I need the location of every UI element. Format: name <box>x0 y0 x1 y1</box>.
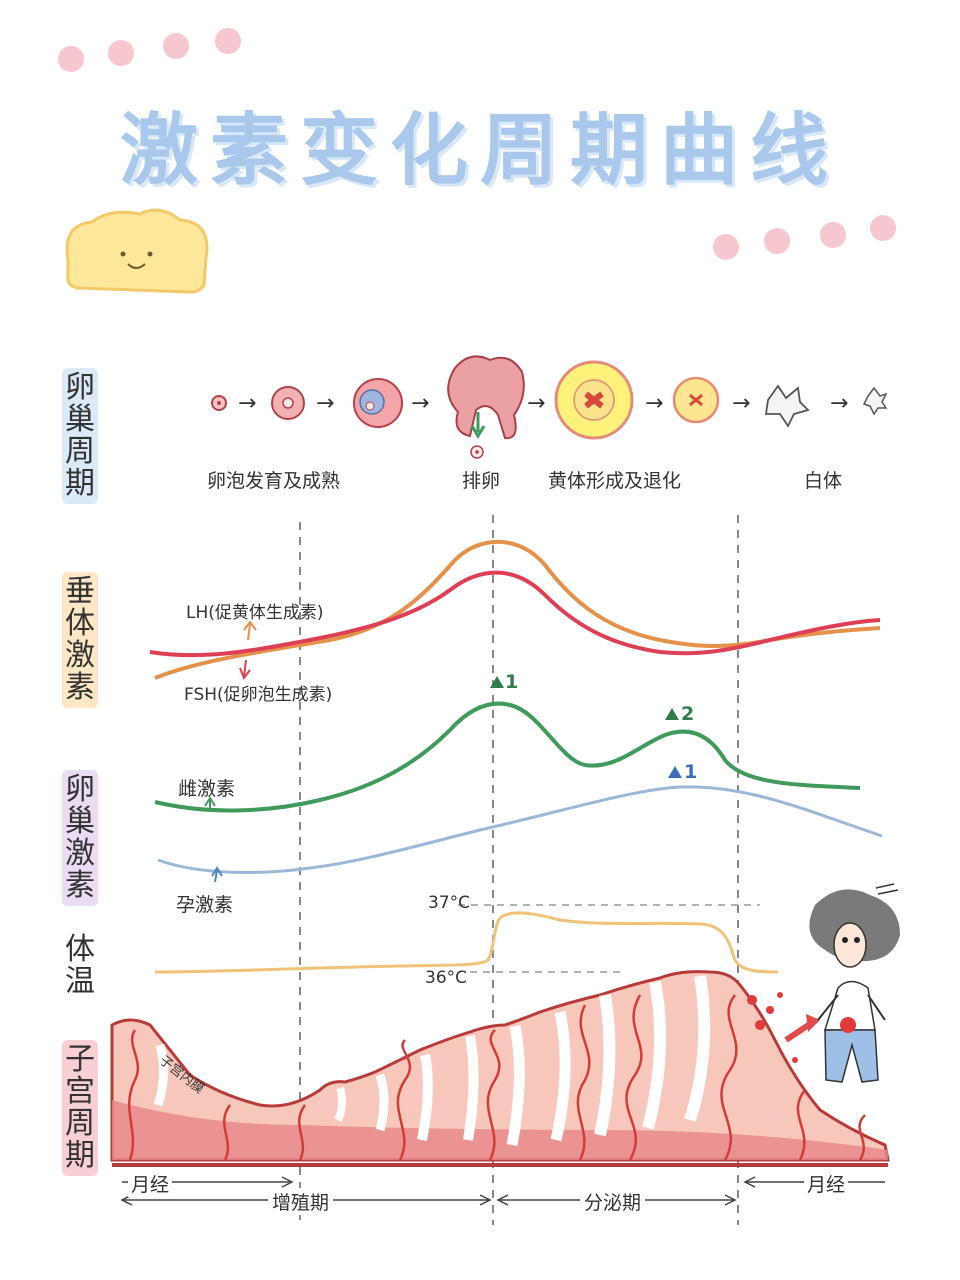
progesterone-pointer-icon <box>211 866 223 883</box>
estrogen-peak-1-label: 1 <box>505 671 519 693</box>
side-label-ovarian-hormone: 卵巢激素 <box>62 770 98 906</box>
arrow-icon: → <box>830 391 848 416</box>
arrow-icon: → <box>527 391 545 416</box>
estrogen-pointer-icon <box>204 796 216 812</box>
secretory-label: 分泌期 <box>580 1188 646 1215</box>
lh-pointer-icon <box>243 620 257 641</box>
side-label-uterus: 子宫周期 <box>62 1040 98 1176</box>
endometrium-illustration <box>110 970 890 1167</box>
small-albicans-icon <box>862 386 888 416</box>
arrow-icon: → <box>238 391 256 416</box>
progesterone-curve <box>157 785 883 875</box>
follicle-stage-icon <box>271 386 305 420</box>
side-label-temperature: 体温 <box>62 930 98 1002</box>
estrogen-curve <box>154 701 861 813</box>
ovulation-icon <box>447 355 525 459</box>
progesterone-peak-1-label: 1 <box>684 761 698 783</box>
estrogen-peak-2-label: 2 <box>681 703 695 725</box>
corpus-albicans-icon <box>764 384 810 428</box>
decor-dot <box>163 33 189 59</box>
arrow-icon: → <box>732 391 750 416</box>
stage-corpus-luteum-label: 黄体形成及退化 <box>548 470 682 492</box>
estrogen-label: 雌激素 <box>178 778 236 800</box>
page-title: 激素变化周期曲线 <box>119 106 840 196</box>
follicle-stage-icon <box>353 378 403 428</box>
temp-36-label: 36°C <box>425 968 468 988</box>
estrogen-peak-1-icon <box>490 676 504 688</box>
progesterone-peak-1-icon <box>668 766 682 778</box>
estrogen-peak-2-icon <box>665 708 679 720</box>
arrow-icon: → <box>316 391 334 416</box>
decor-dot <box>215 28 241 54</box>
side-label-ovary-cycle: 卵巢周期 <box>62 368 98 504</box>
stage-albicans-label: 白体 <box>804 470 843 492</box>
woman-cramp-icon <box>809 883 900 1083</box>
fsh-pointer-icon <box>239 659 251 681</box>
decor-dot <box>820 222 846 248</box>
decor-dot <box>713 234 739 260</box>
proliferative-label: 增殖期 <box>268 1188 334 1215</box>
decor-dot <box>764 228 790 254</box>
follicle-stage-icon <box>211 395 227 411</box>
corpus-luteum-regress-icon <box>672 376 720 424</box>
fsh-label: FSH(促卵泡生成素) <box>184 685 333 705</box>
red-arrow-icon <box>784 1021 812 1043</box>
side-label-pituitary: 垂体激素 <box>62 572 98 708</box>
decor-dot <box>58 46 84 72</box>
menstrual-blood-icon <box>747 992 798 1063</box>
menstruation-label-left: 月经 <box>128 1170 173 1197</box>
temp-37-label: 37°C <box>428 893 471 913</box>
stage-follicle-label: 卵泡发育及成熟 <box>207 470 341 492</box>
lh-label: LH(促黄体生成素) <box>186 603 324 623</box>
decor-dot <box>108 40 134 66</box>
progesterone-label: 孕激素 <box>176 894 234 916</box>
bread-mascot-icon <box>65 208 209 294</box>
arrow-icon: → <box>411 391 429 416</box>
stage-ovulation-label: 排卵 <box>462 470 501 492</box>
corpus-luteum-icon <box>554 360 634 440</box>
arrow-icon: → <box>645 391 663 416</box>
fsh-curve <box>149 570 881 658</box>
temperature-curve <box>154 911 779 974</box>
decor-dot <box>870 215 896 241</box>
menstruation-label-right: 月经 <box>804 1170 849 1197</box>
